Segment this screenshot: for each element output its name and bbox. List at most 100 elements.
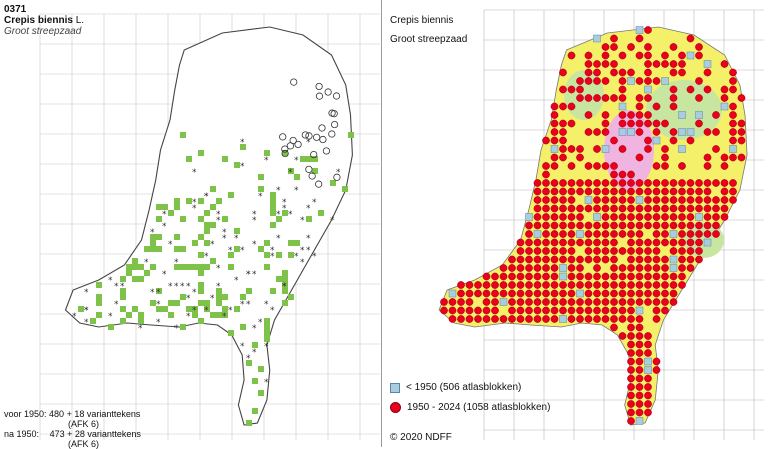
record-square xyxy=(168,210,174,216)
record-asterisk: * xyxy=(270,306,275,316)
occurrence-dot xyxy=(661,162,669,170)
occurrence-dot xyxy=(593,162,601,170)
record-asterisk: * xyxy=(216,210,221,220)
occurrence-dot xyxy=(465,315,474,323)
occurrence-dot xyxy=(567,102,576,111)
record-asterisk: * xyxy=(258,318,263,328)
red-dot-icon xyxy=(390,402,401,413)
occurrence-dot xyxy=(559,230,567,238)
occurrence-dot xyxy=(525,255,533,264)
occurrence-dot xyxy=(669,60,678,68)
record-square xyxy=(186,306,192,312)
record-square xyxy=(198,150,204,156)
occurrence-dot xyxy=(729,136,737,145)
occurrence-dot xyxy=(644,383,652,391)
record-square xyxy=(264,324,270,330)
record-square xyxy=(204,228,210,234)
occurrence-dot xyxy=(508,255,516,264)
occurrence-dot xyxy=(669,128,678,136)
occurrence-dot xyxy=(601,111,610,119)
occurrence-dot xyxy=(669,68,678,77)
occurrence-dot xyxy=(593,281,601,289)
occurrence-dot xyxy=(508,281,516,289)
historical-square xyxy=(635,417,644,425)
historical-square xyxy=(559,315,567,323)
record-square xyxy=(186,264,192,270)
occurrence-dot xyxy=(669,298,678,306)
record-circle xyxy=(315,180,323,188)
occurrence-dot xyxy=(508,306,516,315)
historical-atlas-map-panel: * * * * * * * * * * * * * * * * * * * * * * * * * * * * * * * * * * * * * * * *… xyxy=(0,0,382,449)
occurrence-dot xyxy=(533,221,542,230)
occurrence-dot xyxy=(516,281,525,289)
occurrence-dot xyxy=(618,230,627,238)
occurrence-dot xyxy=(652,298,661,306)
record-square xyxy=(150,240,156,246)
occurrence-dot xyxy=(474,315,482,323)
occurrence-dot xyxy=(593,238,601,247)
record-asterisk: * xyxy=(210,294,215,304)
historical-square xyxy=(644,366,652,374)
record-asterisk: * xyxy=(192,168,197,178)
record-asterisk: * xyxy=(252,270,257,280)
occurrence-dot xyxy=(559,179,567,187)
occurrence-dot xyxy=(567,51,576,60)
legend-label: 1950 - 2024 (1058 atlasblokken) xyxy=(407,402,551,413)
historical-square xyxy=(720,102,729,111)
record-square xyxy=(180,264,186,270)
occurrence-dot xyxy=(661,289,669,298)
occurrence-dot xyxy=(610,179,618,187)
occurrence-dot xyxy=(669,179,678,187)
historical-square xyxy=(499,298,508,306)
occurrence-dot xyxy=(457,281,465,289)
occurrence-dot xyxy=(644,264,652,272)
occurrence-dot xyxy=(610,204,618,213)
occurrence-dot xyxy=(601,213,610,221)
record-asterisk: * xyxy=(306,246,311,256)
record-asterisk: * xyxy=(156,288,161,298)
occurrence-dot xyxy=(669,85,678,94)
ndff-distribution-map-panel: Crepis biennis Groot streepzaad < 1950 (… xyxy=(384,0,770,447)
occurrence-dot xyxy=(567,230,576,238)
occurrence-dot xyxy=(567,213,576,221)
occurrence-dot xyxy=(542,179,550,187)
occurrence-dot xyxy=(610,306,618,315)
occurrence-dot xyxy=(584,289,593,298)
occurrence-dot xyxy=(669,187,678,196)
record-square xyxy=(258,366,264,372)
record-circle xyxy=(333,173,341,181)
record-square xyxy=(174,204,180,210)
occurrence-dot xyxy=(729,119,737,128)
occurrence-dot xyxy=(652,128,661,136)
record-square xyxy=(120,306,126,312)
footnote-text: 480 + 18 varianttekens xyxy=(49,409,141,419)
occurrence-dot xyxy=(618,187,627,196)
occurrence-dot xyxy=(627,196,635,204)
occurrence-dot xyxy=(542,238,550,247)
occurrence-dot xyxy=(618,170,627,179)
occurrence-dot xyxy=(729,179,737,187)
occurrence-dot xyxy=(610,136,618,145)
occurrence-dot xyxy=(550,119,559,128)
occurrence-dot xyxy=(550,179,559,187)
occurrence-dot xyxy=(635,153,644,162)
occurrence-dot xyxy=(635,357,644,366)
occurrence-dot xyxy=(559,247,567,255)
occurrence-dot xyxy=(542,170,550,179)
occurrence-dot xyxy=(533,247,542,255)
record-square xyxy=(276,252,282,258)
occurrence-dot xyxy=(644,221,652,230)
occurrence-dot xyxy=(720,196,729,204)
record-asterisk: * xyxy=(300,258,305,268)
record-asterisk: * xyxy=(174,282,179,292)
record-asterisk: * xyxy=(240,162,245,172)
occurrence-dot xyxy=(635,323,644,332)
occurrence-dot xyxy=(525,289,533,298)
record-asterisk: * xyxy=(216,216,221,226)
occurrence-dot xyxy=(669,136,678,145)
occurrence-dot xyxy=(652,272,661,281)
occurrence-dot xyxy=(533,289,542,298)
occurrence-dot xyxy=(703,153,712,162)
record-square xyxy=(294,174,300,180)
occurrence-dot xyxy=(601,60,610,68)
